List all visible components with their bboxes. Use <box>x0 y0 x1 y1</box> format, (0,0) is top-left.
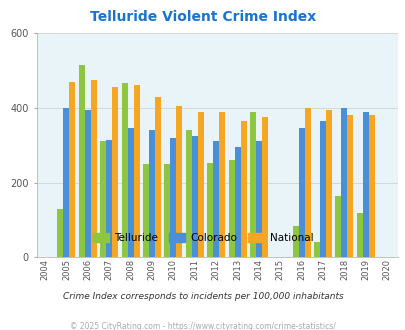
Bar <box>164 164 170 257</box>
Bar <box>133 85 139 257</box>
Bar <box>79 65 85 257</box>
Bar <box>298 128 304 257</box>
Bar <box>191 136 197 257</box>
Bar <box>85 110 91 257</box>
Bar <box>362 112 368 257</box>
Bar <box>304 108 310 257</box>
Bar <box>347 115 352 257</box>
Bar <box>122 83 127 257</box>
Bar <box>197 112 203 257</box>
Bar <box>368 115 374 257</box>
Bar <box>185 130 191 257</box>
Bar <box>58 209 63 257</box>
Bar <box>319 121 325 257</box>
Bar <box>234 147 240 257</box>
Bar <box>176 106 182 257</box>
Bar <box>143 164 149 257</box>
Bar <box>313 242 319 257</box>
Bar <box>341 108 347 257</box>
Bar <box>112 87 118 257</box>
Bar <box>228 160 234 257</box>
Bar <box>155 97 160 257</box>
Bar <box>170 138 176 257</box>
Bar <box>213 142 219 257</box>
Bar <box>106 140 112 257</box>
Bar <box>91 80 97 257</box>
Text: © 2025 CityRating.com - https://www.cityrating.com/crime-statistics/: © 2025 CityRating.com - https://www.city… <box>70 322 335 330</box>
Text: Crime Index corresponds to incidents per 100,000 inhabitants: Crime Index corresponds to incidents per… <box>62 292 343 301</box>
Bar <box>219 112 224 257</box>
Legend: Telluride, Colorado, National: Telluride, Colorado, National <box>88 229 317 247</box>
Bar <box>240 121 246 257</box>
Text: Telluride Violent Crime Index: Telluride Violent Crime Index <box>90 10 315 24</box>
Bar <box>261 117 267 257</box>
Bar <box>255 142 261 257</box>
Bar <box>149 130 155 257</box>
Bar <box>335 196 341 257</box>
Bar <box>325 110 331 257</box>
Bar <box>69 82 75 257</box>
Bar <box>127 128 133 257</box>
Bar <box>249 112 255 257</box>
Bar <box>207 163 213 257</box>
Bar <box>63 108 69 257</box>
Bar <box>100 142 106 257</box>
Bar <box>356 213 362 257</box>
Bar <box>292 226 298 257</box>
